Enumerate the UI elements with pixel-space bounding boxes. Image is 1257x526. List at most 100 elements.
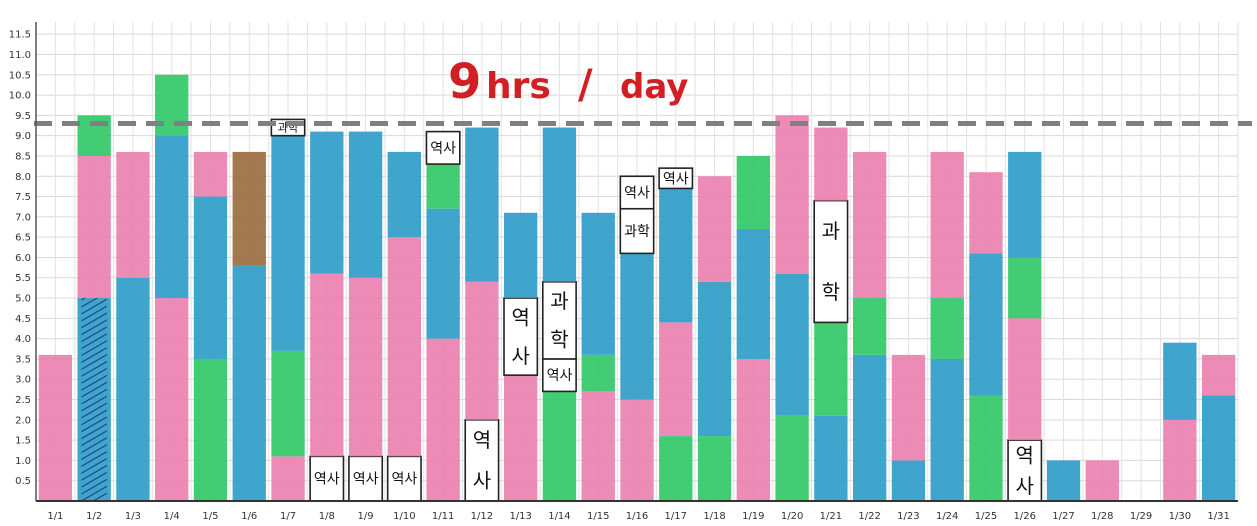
bar-segment-pink [387,237,422,457]
x-tick-label: 1/27 [1052,511,1074,522]
segment-label-char: 과 [822,219,840,243]
bar-segment-blue [348,131,383,278]
labeled-segment-box [503,297,539,376]
bar-segment-blue [852,354,887,501]
title-rest: day [620,67,688,107]
segment-label: 역사 [353,472,379,488]
bar-segment-pink [1201,354,1236,396]
y-tick-label: 1.5 [15,436,31,447]
bar-segment-pink [77,155,111,299]
segment-label: 역사 [430,141,456,157]
bar-segment-green [930,298,964,359]
bar-segment-blue [271,135,305,351]
x-tick-label: 1/4 [164,511,180,522]
bar-segment-pink [969,172,1003,254]
title-number: 9 [448,54,481,110]
x-tick-label: 1/20 [781,511,803,522]
segment-label-char: 역 [1016,443,1034,467]
y-tick-label: 2.0 [15,415,31,426]
x-tick-label: 1/1 [47,511,63,522]
labeled-segment-box [348,455,384,502]
x-tick-label: 1/8 [319,511,335,522]
bar-segment-green [814,322,848,416]
bar-segment-pink [1008,318,1042,441]
y-tick-label: 0.5 [15,476,31,487]
bar-segment-pink [581,391,615,501]
hatched-overlay [81,298,107,501]
y-tick-label: 5.5 [15,273,31,284]
x-tick-label: 1/15 [587,511,609,522]
y-tick-label: 6.5 [15,233,31,244]
x-tick-label: 1/21 [820,511,842,522]
bar-segment-green [659,436,693,501]
bar-segment-pink [116,151,150,278]
bar-segment-pink [271,456,305,501]
x-tick-label: 1/30 [1169,511,1191,522]
segment-label: 역사 [391,472,417,488]
x-tick-label: 1/25 [975,511,997,522]
segment-label: 역사 [663,171,689,187]
bar-segment-blue [387,151,422,238]
x-tick-label: 1/26 [1014,511,1036,522]
x-tick-label: 1/9 [358,511,374,522]
bar-segment-pink [193,151,228,197]
bar-segment-blue [620,253,654,400]
bar-segment-pink [814,127,848,201]
bar-segment-pink [504,375,538,501]
bar-segment-pink [930,151,964,299]
y-tick-label: 6.0 [15,253,31,264]
labeled-segment-box [813,199,849,324]
bar-segment-blue [542,127,577,282]
y-tick-label: 8.0 [15,172,31,183]
segment-label: 과학 [624,224,650,240]
x-tick-label: 1/12 [471,511,493,522]
x-tick-label: 1/29 [1130,511,1152,522]
bar-segment-pink [348,277,383,457]
y-tick-label: 2.5 [15,395,31,406]
bar-segment-blue [775,273,809,416]
segment-label-char: 역 [511,305,529,329]
bar-segment-blue [193,196,228,359]
bar-segment-pink [155,298,189,501]
segment-label-char: 학 [550,328,568,352]
x-tick-label: 1/5 [202,511,218,522]
x-tick-label: 1/18 [703,511,725,522]
bar-segment-blue [1008,151,1042,258]
bar-segment-blue [465,127,499,282]
bar-segment-green [969,395,1003,501]
title-slash: / [578,62,593,108]
bar-segment-green [581,354,615,392]
bar-segment-pink [38,354,73,501]
bar-segment-green [271,350,305,457]
bar-segment-pink [852,151,887,299]
bar-segment-green [193,358,228,501]
bar-segment-pink [891,354,926,461]
segment-label: 역사 [547,368,573,384]
x-tick-label: 1/24 [936,511,958,522]
x-tick-label: 1/23 [897,511,919,522]
labeled-segment-box [619,207,655,255]
y-tick-label: 11.0 [9,50,31,61]
y-tick-label: 7.0 [15,212,31,223]
bar-segment-pink [465,281,499,420]
bar-segment-blue [155,135,189,299]
bar-segment-pink [1163,419,1197,501]
bar-segment-pink [426,338,460,501]
x-tick-label: 1/6 [241,511,257,522]
bar-segment-green [775,415,809,501]
bar-segment-green [542,391,577,501]
bar-segment-blue [504,212,538,299]
bar-segment-green [155,74,189,136]
bar-segment-blue [814,415,848,501]
x-tick-label: 1/31 [1207,511,1229,522]
bar-segment-blue [426,208,460,339]
x-tick-label: 1/3 [125,511,141,522]
y-tick-label: 3.0 [15,375,31,386]
x-tick-label: 1/17 [665,511,687,522]
y-tick-label: 4.5 [15,314,31,325]
x-tick-label: 1/10 [393,511,415,522]
bar-segment-green [852,298,887,355]
y-tick-label: 5.0 [15,294,31,305]
